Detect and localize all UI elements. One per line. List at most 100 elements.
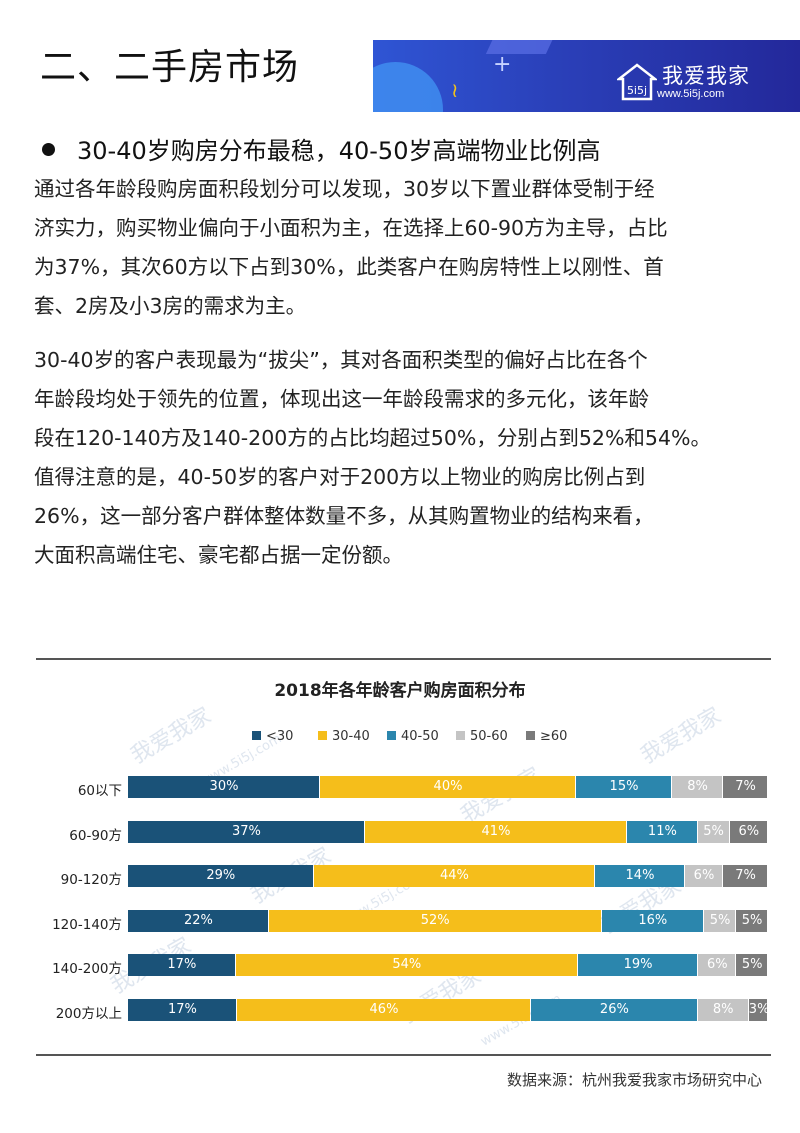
bar-segment xyxy=(736,954,767,977)
bar-segment xyxy=(723,776,767,798)
paragraph-line: 值得注意的是，40-50岁的客户对于200方以上物业的购房比例占到 xyxy=(34,465,646,489)
bar-segment xyxy=(697,999,748,1021)
bar-value-label: 5% xyxy=(741,957,763,973)
bar-value-label: 11% xyxy=(647,823,677,839)
legend-label: 40-50 xyxy=(401,729,439,744)
bar-segment xyxy=(128,909,268,932)
brand-url: www.5i5j.com xyxy=(657,88,725,100)
bar-value-label: 17% xyxy=(167,957,197,973)
bullet-dot-icon xyxy=(42,142,55,156)
bar-value-label: 40% xyxy=(433,779,463,794)
bar-value-label: 15% xyxy=(609,779,639,794)
bullet-heading: 30-40岁购房分布最稳，40-50岁高端物业比例高 xyxy=(42,131,600,166)
bar-value-label: 41% xyxy=(481,823,511,839)
bar-value-label: 16% xyxy=(638,912,668,928)
bar-value-label: 5% xyxy=(741,912,763,928)
chart-frame: 我爱我家 www.5i5j.com 我爱我家 我爱我家 www.5i5j.com… xyxy=(36,658,771,1056)
bar-segment xyxy=(128,954,235,977)
legend-item: 40-50 xyxy=(387,729,439,744)
legend-swatch xyxy=(387,731,396,740)
bar-value-label: 44% xyxy=(439,868,469,884)
bar-value-label: 52% xyxy=(420,912,450,928)
data-source: 数据来源：杭州我爱我家市场研究中心 xyxy=(506,1071,762,1089)
category-label: 90-120方 xyxy=(60,872,122,889)
bar-value-label: 54% xyxy=(392,957,422,973)
chart-top-rule xyxy=(36,658,771,660)
bar-segment xyxy=(595,865,684,888)
bar-segment xyxy=(736,909,767,932)
paragraph-line: 套、2房及小3房的需求为主。 xyxy=(34,294,307,318)
bar-segment xyxy=(235,954,577,977)
brand-banner: + ≀ xyxy=(373,40,800,112)
bar-segment xyxy=(698,954,736,977)
legend-label: 30-40 xyxy=(332,729,370,744)
legend-label: 50-60 xyxy=(470,729,508,744)
bar-value-label: 8% xyxy=(712,1002,734,1017)
legend-swatch xyxy=(526,731,535,740)
bar-value-label: 29% xyxy=(206,868,236,884)
house-logo-icon: 5i5j xyxy=(617,63,657,101)
bar-segment xyxy=(627,820,697,843)
bar-value-label: 46% xyxy=(369,1002,399,1017)
legend-swatch xyxy=(318,731,327,740)
brand-name: 我爱我家 xyxy=(662,64,750,88)
paragraph-line: 通过各年龄段购房面积段划分可以发现，30岁以下置业群体受制于经 xyxy=(34,177,655,201)
bar-value-label: 37% xyxy=(231,823,261,839)
bar-segment xyxy=(128,865,313,888)
bar-segment xyxy=(684,865,723,888)
bar-value-label: 19% xyxy=(623,957,653,973)
banner-circle-decoration xyxy=(373,62,443,112)
category-label: 60-90方 xyxy=(69,827,122,844)
watermark: 我爱我家 xyxy=(636,703,726,769)
bar-value-label: 6% xyxy=(706,957,728,973)
category-label: 140-200方 xyxy=(52,961,122,978)
paragraph-line: 30-40岁的客户表现最为“拔尖”，其对各面积类型的偏好占比在各个 xyxy=(34,348,648,372)
paragraph-line: 26%，这一部分客户群体整体数量不多，从其购置物业的结构来看， xyxy=(34,504,654,528)
bar-value-label: 5% xyxy=(703,823,724,839)
paragraph-line: 大面积高端住宅、豪宅都占据一定份额。 xyxy=(34,543,403,567)
bar-value-label: 6% xyxy=(693,868,715,884)
legend-label: <30 xyxy=(266,729,294,744)
watermark: 我爱我家 xyxy=(126,703,216,769)
bar-segment xyxy=(697,820,729,843)
paragraph-line: 为37%，其次60方以下占到30%，此类客户在购房特性上以刚性、首 xyxy=(34,255,664,279)
category-label: 200方以上 xyxy=(55,1006,122,1022)
legend-swatch xyxy=(456,731,465,740)
legend-item: 50-60 xyxy=(456,729,508,744)
bar-value-label: 7% xyxy=(735,779,756,794)
bar-segment xyxy=(577,954,698,977)
bar-value-label: 6% xyxy=(738,823,760,839)
bar-segment xyxy=(128,776,319,798)
bar-value-label: 3% xyxy=(748,1002,770,1017)
bar-segment xyxy=(128,820,364,843)
chart-bottom-rule xyxy=(36,1054,771,1056)
paragraph-1: 通过各年龄段购房面积段划分可以发现，30岁以下置业群体受制于经 济实力，购买物业… xyxy=(34,170,668,326)
bar-segment xyxy=(748,999,767,1021)
category-label: 60以下 xyxy=(77,783,122,799)
bar-value-label: 30% xyxy=(209,779,239,794)
legend-swatch xyxy=(252,731,261,740)
bar-segment xyxy=(313,865,595,888)
legend-item: 30-40 xyxy=(318,729,370,744)
bar-value-label: 7% xyxy=(735,868,756,884)
bar-segment xyxy=(128,999,236,1021)
paragraph-line: 年龄段均处于领先的位置，体现出这一年龄段需求的多元化，该年龄 xyxy=(34,387,649,411)
legend-label: ≥60 xyxy=(540,729,568,744)
section-title: 二、二手房市场 xyxy=(40,47,300,88)
bar-segment xyxy=(723,865,767,888)
bar-value-label: 5% xyxy=(709,912,731,928)
bar-segment xyxy=(704,909,735,932)
paragraph-2: 30-40岁的客户表现最为“拔尖”，其对各面积类型的偏好占比在各个 年龄段均处于… xyxy=(34,341,711,575)
bullet-text: 30-40岁购房分布最稳，40-50岁高端物业比例高 xyxy=(77,137,601,165)
banner-squiggle-icon: ≀ xyxy=(451,78,459,102)
bar-value-label: 8% xyxy=(687,779,708,794)
bar-value-label: 26% xyxy=(599,1002,629,1017)
paragraph-line: 济实力，购买物业偏向于小面积为主，在选择上60-90方为主导，占比 xyxy=(34,216,668,240)
legend-item: <30 xyxy=(252,729,293,744)
bar-segment xyxy=(729,820,767,843)
bar-segment xyxy=(672,776,723,798)
bar-segment xyxy=(601,909,703,932)
bar-segment xyxy=(268,909,601,932)
logo-glyph: 5i5j xyxy=(627,84,647,97)
bar-value-label: 22% xyxy=(183,912,213,928)
